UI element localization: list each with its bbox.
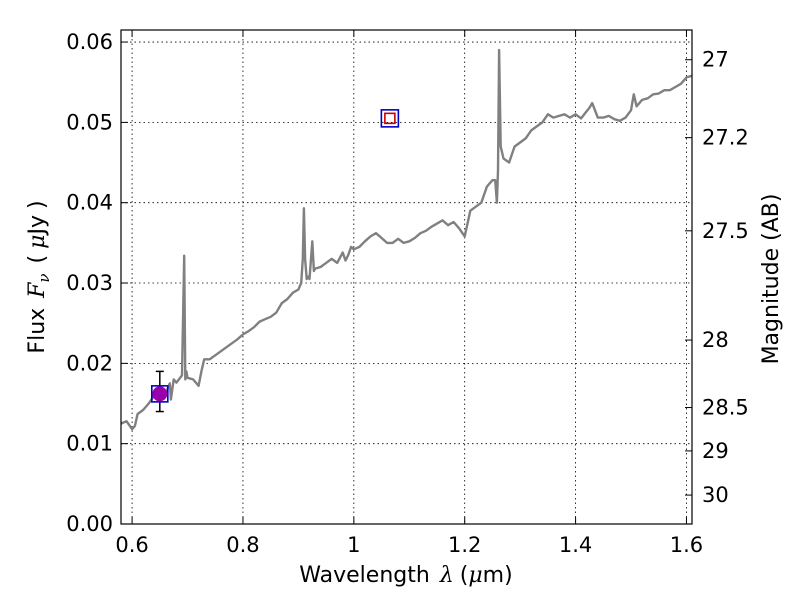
x-tick-label: 1.2 bbox=[448, 533, 481, 557]
F105W-box-marker bbox=[380, 109, 400, 128]
y2-tick-label: 27.5 bbox=[702, 219, 749, 243]
y-tick-label: 0.00 bbox=[66, 512, 113, 536]
spectrum-line bbox=[121, 48, 692, 431]
y-tick-label: 0.03 bbox=[66, 271, 113, 295]
F606W-circle-marker bbox=[152, 386, 168, 402]
x-axis-label: Wavelength λ (μm) bbox=[299, 563, 512, 588]
x-axis: 0.6 0.8 1 1.2 1.4 1.6 bbox=[115, 30, 703, 557]
plot-frame bbox=[120, 29, 693, 525]
y2-tick-label: 29 bbox=[702, 439, 729, 463]
x-tick-label: 0.8 bbox=[226, 533, 259, 557]
y-tick-label: 0.05 bbox=[66, 110, 113, 134]
F606W-box-marker bbox=[151, 385, 169, 403]
y2-tick-label: 28.5 bbox=[702, 396, 749, 420]
y-tick-label: 0.06 bbox=[66, 30, 113, 54]
y2-axis-label: Magnitude (AB) bbox=[759, 194, 784, 365]
y2-tick-label: 27 bbox=[702, 48, 729, 72]
y-tick-label: 0.01 bbox=[66, 432, 113, 456]
y-tick-label: 0.02 bbox=[66, 351, 113, 375]
F105W-inner-marker bbox=[384, 112, 396, 125]
x-tick-label: 1.6 bbox=[670, 533, 703, 557]
x-tick-label: 1.4 bbox=[559, 533, 592, 557]
y2-axis: 27 27.2 27.5 28 28.5 29 30 bbox=[685, 48, 749, 507]
spectrum-group bbox=[121, 48, 692, 431]
y-axis: 0.00 0.01 0.02 0.03 0.04 0.05 0.06 bbox=[66, 30, 128, 536]
y-tick-label: 0.04 bbox=[66, 191, 113, 215]
y-axis-label: FluxFν(μJy) bbox=[25, 200, 53, 353]
photometry-markers bbox=[151, 109, 400, 413]
x-tick-label: 0.6 bbox=[115, 533, 148, 557]
y2-tick-label: 30 bbox=[702, 483, 729, 507]
y2-tick-label: 27.2 bbox=[702, 126, 749, 150]
y2-tick-label: 28 bbox=[702, 328, 729, 352]
x-tick-label: 1 bbox=[347, 533, 360, 557]
